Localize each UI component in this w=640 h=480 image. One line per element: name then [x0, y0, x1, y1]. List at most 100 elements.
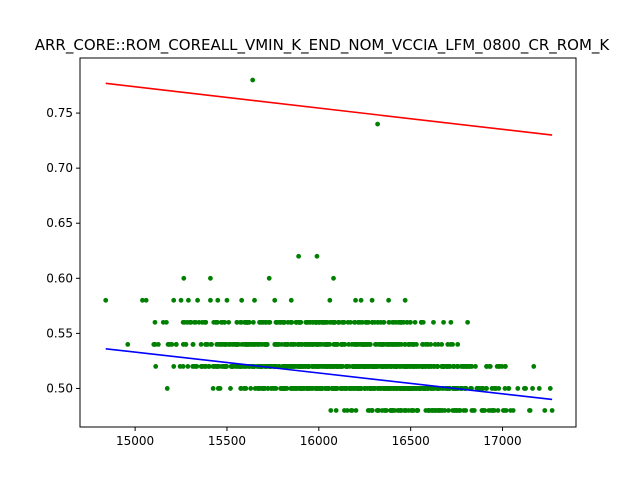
data-point	[461, 408, 467, 413]
data-point	[480, 386, 485, 391]
lower-fit-line	[105, 347, 553, 401]
data-point	[205, 341, 210, 347]
data-point	[331, 275, 336, 281]
data-point	[315, 386, 321, 391]
data-point	[216, 341, 221, 347]
data-point	[446, 408, 451, 413]
data-point	[333, 408, 339, 413]
data-point	[282, 364, 287, 369]
data-point	[345, 319, 351, 325]
data-point	[371, 364, 377, 369]
data-point	[206, 364, 211, 369]
data-point	[319, 386, 324, 391]
data-point	[328, 408, 334, 413]
data-point	[362, 341, 368, 347]
data-point	[326, 386, 332, 391]
data-point	[499, 364, 505, 369]
data-point	[181, 275, 187, 281]
data-point	[314, 253, 320, 259]
fit-lines	[105, 82, 553, 401]
data-point	[178, 297, 184, 303]
data-point	[313, 319, 319, 325]
data-point	[502, 386, 508, 391]
data-point	[180, 364, 186, 369]
data-point	[208, 275, 213, 281]
data-point	[405, 386, 411, 391]
data-point	[239, 297, 245, 303]
data-point	[334, 386, 340, 391]
data-point	[169, 341, 175, 347]
data-point	[429, 364, 434, 369]
data-point	[353, 408, 359, 413]
data-point	[335, 364, 340, 369]
data-point	[473, 364, 478, 369]
data-point	[430, 386, 436, 391]
data-point	[241, 341, 247, 347]
data-point	[288, 297, 294, 303]
data-point	[358, 297, 364, 303]
data-point	[259, 319, 264, 325]
data-point	[432, 341, 438, 347]
x-tick-label: 17000	[483, 434, 521, 448]
data-point	[317, 319, 322, 325]
data-point	[289, 319, 295, 325]
data-point	[216, 364, 222, 369]
data-point	[352, 319, 358, 325]
data-point	[226, 341, 232, 347]
data-point	[376, 408, 382, 413]
data-point	[230, 341, 236, 347]
data-point	[506, 386, 512, 391]
data-point	[420, 386, 426, 391]
y-tick-label: 0.50	[46, 381, 73, 395]
data-point	[328, 364, 334, 369]
data-point	[242, 386, 248, 391]
data-point	[171, 364, 177, 369]
data-point	[192, 319, 197, 325]
data-point	[171, 297, 177, 303]
data-point	[391, 341, 397, 347]
data-point	[360, 364, 366, 369]
data-point	[370, 319, 375, 325]
data-point	[303, 364, 308, 369]
data-point	[140, 297, 145, 303]
data-point	[341, 319, 347, 325]
data-point	[327, 319, 333, 325]
data-point	[268, 386, 274, 391]
data-point	[414, 364, 419, 369]
data-point	[153, 364, 159, 369]
data-point	[296, 341, 302, 347]
data-point	[355, 364, 361, 369]
data-point	[377, 386, 383, 391]
data-point	[190, 341, 196, 347]
data-point	[180, 319, 186, 325]
data-point	[296, 364, 302, 369]
data-point	[434, 408, 439, 413]
data-point	[238, 364, 244, 369]
data-point	[338, 364, 344, 369]
data-point	[398, 319, 404, 325]
data-point	[203, 319, 209, 325]
data-point	[301, 386, 307, 391]
data-point	[403, 408, 408, 413]
data-point	[165, 341, 171, 347]
data-point	[218, 319, 224, 325]
data-point	[408, 319, 413, 325]
data-point	[402, 297, 408, 303]
data-point	[245, 341, 251, 347]
data-point	[385, 364, 390, 369]
y-axis: 0.50 0.55 0.60 0.65 0.70 0.75	[46, 106, 80, 395]
upper-fit-line	[105, 82, 553, 136]
data-point	[409, 341, 415, 347]
data-point	[379, 364, 385, 369]
data-point	[414, 341, 419, 347]
data-point	[305, 386, 310, 391]
data-point	[293, 386, 299, 391]
data-point	[103, 297, 109, 303]
data-point	[371, 386, 377, 391]
data-point	[375, 121, 380, 127]
data-point	[488, 408, 494, 413]
data-point	[256, 341, 262, 347]
data-point	[196, 319, 202, 325]
data-point	[234, 319, 240, 325]
